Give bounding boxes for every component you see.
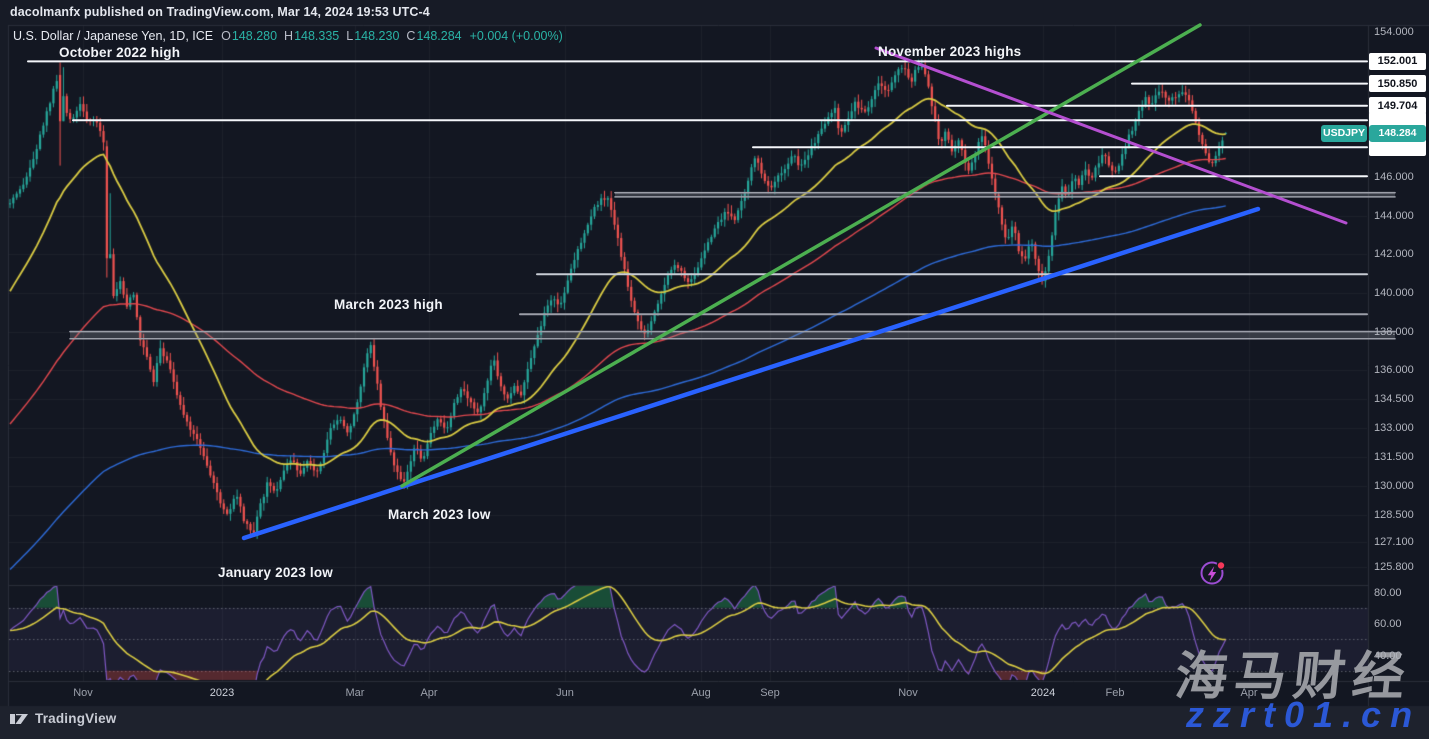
price-tick-142.000: 142.000 [1374,248,1414,261]
ohlc-values: O 148.280 H 148.335 L 148.230 C 148.284 [221,29,462,43]
tradingview-logo-icon [10,713,28,724]
price-tick-140.000: 140.000 [1374,287,1414,299]
price-tick-130.000: 130.000 [1374,480,1414,492]
price-badge-152.001: 152.001 [1369,52,1426,70]
attribution-text: dacolmanfx published on TradingView.com,… [10,5,430,19]
trendline-november-highs-purple[interactable] [874,46,1348,225]
price-tick-144.000: 144.000 [1374,209,1414,222]
price-tick-154.000: 154.000 [1374,26,1414,38]
price-tick-134.500: 134.500 [1374,393,1414,406]
price-badge-149.704: 149.704 [1369,97,1426,115]
rsi-tick-40.00: 40.00 [1374,649,1402,662]
time-tick-Feb: Feb [1105,687,1125,699]
symbol-ticker-badge: USDJPY [1321,124,1367,142]
ohlc-value: 148.230 [354,29,400,43]
price-badge-150.850: 150.850 [1369,75,1426,93]
rsi-tick-80.00: 80.00 [1374,586,1402,599]
ohlc-label: O [221,29,231,43]
price-badge-hidden [1369,111,1426,129]
time-tick-Apr: Apr [1240,687,1258,699]
boost-flash-icon[interactable] [1198,558,1228,588]
ohlc-h: H 148.335 [284,29,339,43]
price-tick-125.800: 125.800 [1374,561,1414,574]
rsi-tick-60.00: 60.00 [1374,618,1402,630]
annotation-january-2023-low[interactable]: January 2023 low [218,565,334,580]
price-tick-146.000: 146.000 [1374,171,1414,184]
symbol-title: U.S. Dollar / Japanese Yen, 1D, ICE [13,29,214,43]
trendline-march-low-green[interactable] [400,23,1202,488]
ohlc-l: L 148.230 [346,29,399,43]
zone-145-zone[interactable] [615,192,1395,197]
annotation-november-2023-highs[interactable]: November 2023 highs [878,44,1022,59]
change-value: +0.004 (+0.00%) [469,29,563,43]
tradingview-logo[interactable]: TradingView [10,711,116,726]
price-tick-133.000: 133.000 [1374,422,1414,435]
price-tick-138.000: 138.000 [1374,325,1414,338]
tradingview-logo-text: TradingView [35,711,117,726]
time-tick-2023: 2023 [209,687,235,699]
ohlc-o: O 148.280 [221,29,277,43]
time-tick-Apr: Apr [420,687,438,699]
time-tick-Aug: Aug [691,687,711,699]
chart-header[interactable]: U.S. Dollar / Japanese Yen, 1D, ICE O 148… [13,29,563,43]
time-tick-Nov: Nov [73,687,93,699]
time-tick-2024: 2024 [1030,687,1056,699]
ohlc-label: L [346,29,354,43]
price-badge-hidden [1369,138,1426,156]
time-tick-Jun: Jun [556,687,574,699]
annotation-march-2023-high[interactable]: March 2023 high [334,297,443,312]
price-tick-131.500: 131.500 [1374,451,1414,464]
ohlc-value: 148.335 [294,29,340,43]
price-tick-127.100: 127.100 [1374,535,1414,548]
trendline-january-low-blue[interactable] [241,206,1261,541]
price-tick-128.500: 128.500 [1374,508,1414,521]
watermark-site: zzrt01.cn [1186,694,1422,735]
ohlc-label: H [284,29,294,43]
time-tick-Sep: Sep [760,687,780,699]
ohlc-c: C 148.284 [406,29,461,43]
current-price-badge: 148.284 [1369,124,1426,142]
annotation-october-2022-high[interactable]: October 2022 high [59,45,181,60]
price-tick-136.000: 136.000 [1374,364,1414,377]
zone-138-zone[interactable] [70,331,1395,339]
time-tick-Mar: Mar [345,687,365,699]
time-tick-Nov: Nov [898,687,918,699]
ohlc-value: 148.284 [416,29,462,43]
ohlc-value: 148.280 [231,29,278,43]
ohlc-label: C [406,29,416,43]
annotation-march-2023-low[interactable]: March 2023 low [388,507,491,522]
